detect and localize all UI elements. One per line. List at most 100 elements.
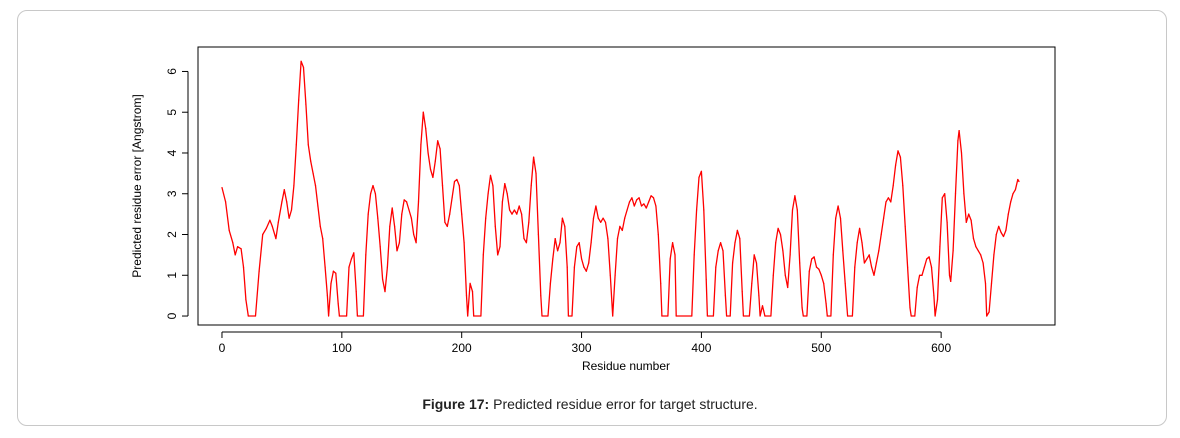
data-point: [975, 246, 977, 248]
data-point: [537, 233, 540, 236]
data-point: [988, 311, 990, 313]
data-point: [1000, 231, 1002, 234]
data-point: [607, 238, 609, 240]
data-point: [734, 242, 736, 244]
data-point: [801, 307, 803, 309]
data-point: [909, 307, 911, 309]
data-point: [578, 242, 580, 244]
x-tick-label: 0: [219, 341, 226, 355]
data-point: [588, 262, 590, 264]
data-point: [631, 197, 633, 199]
data-point: [300, 60, 302, 62]
data-point: [871, 266, 873, 268]
data-point: [643, 203, 645, 205]
data-point: [322, 238, 324, 240]
data-point: [528, 221, 530, 223]
data-point: [516, 213, 518, 215]
x-tick-label: 100: [332, 341, 352, 355]
data-point: [441, 185, 444, 187]
data-point: [540, 295, 542, 297]
data-point: [590, 242, 592, 244]
data-point: [384, 291, 386, 293]
data-point: [461, 213, 463, 215]
data-point: [413, 233, 415, 236]
data-point: [950, 280, 952, 282]
data-point: [473, 315, 475, 317]
figure-frame: [17, 10, 1167, 426]
data-point: [521, 213, 523, 215]
data-point: [859, 227, 861, 229]
data-point: [741, 291, 743, 293]
data-point: [856, 242, 858, 244]
data-point: [437, 140, 439, 142]
data-point: [247, 315, 249, 317]
data-point: [958, 130, 960, 132]
data-point: [736, 229, 739, 231]
data-point: [379, 246, 381, 248]
data-point: [298, 99, 300, 101]
data-point: [965, 221, 967, 223]
data-point: [732, 262, 734, 264]
data-points: [221, 60, 1020, 317]
data-point: [221, 187, 223, 189]
data-point: [815, 266, 818, 268]
data-point: [451, 197, 453, 199]
data-point: [242, 266, 245, 268]
data-point: [425, 127, 427, 130]
data-point: [820, 274, 822, 276]
data-point: [799, 262, 801, 264]
data-point: [928, 256, 930, 258]
data-point: [509, 209, 511, 211]
data-point: [897, 150, 899, 152]
data-point: [753, 254, 755, 256]
data-point: [307, 144, 309, 146]
data-point: [650, 195, 652, 197]
data-point: [657, 233, 659, 236]
data-point: [365, 254, 367, 256]
data-point: [878, 250, 880, 252]
data-point: [628, 201, 631, 203]
data-point: [254, 315, 257, 317]
data-point: [564, 225, 566, 227]
data-point: [277, 221, 279, 223]
data-point: [234, 254, 236, 256]
data-point: [794, 195, 796, 197]
data-point: [826, 315, 828, 317]
data-point: [914, 315, 916, 317]
data-point: [444, 221, 446, 223]
data-point: [717, 250, 719, 252]
data-point: [225, 201, 227, 203]
data-point: [396, 250, 398, 252]
data-point: [1007, 213, 1009, 215]
data-point: [271, 225, 273, 227]
data-point: [1017, 178, 1019, 181]
data-point: [523, 238, 525, 240]
data-point: [866, 258, 868, 260]
data-point: [823, 282, 825, 284]
x-tick-label: 500: [811, 341, 831, 355]
data-point: [348, 266, 350, 268]
data-point: [830, 315, 832, 317]
data-point: [288, 217, 290, 219]
y-tick-label: 2: [165, 231, 179, 238]
data-point: [691, 315, 693, 317]
data-point: [910, 315, 912, 317]
data-point: [612, 315, 614, 317]
data-point: [482, 254, 484, 256]
data-point: [463, 242, 465, 244]
data-point: [604, 221, 607, 223]
data-point: [995, 233, 997, 236]
data-point: [946, 221, 948, 223]
data-point: [1018, 180, 1020, 183]
y-tick-label: 0: [165, 312, 179, 319]
data-point: [890, 201, 892, 203]
data-point: [595, 205, 597, 207]
data-point: [624, 217, 626, 219]
data-point: [982, 262, 984, 264]
data-point: [863, 262, 866, 264]
data-point: [675, 315, 677, 317]
data-point: [332, 270, 334, 272]
data-point: [944, 193, 946, 195]
data-point: [518, 205, 520, 207]
data-point: [660, 282, 662, 284]
